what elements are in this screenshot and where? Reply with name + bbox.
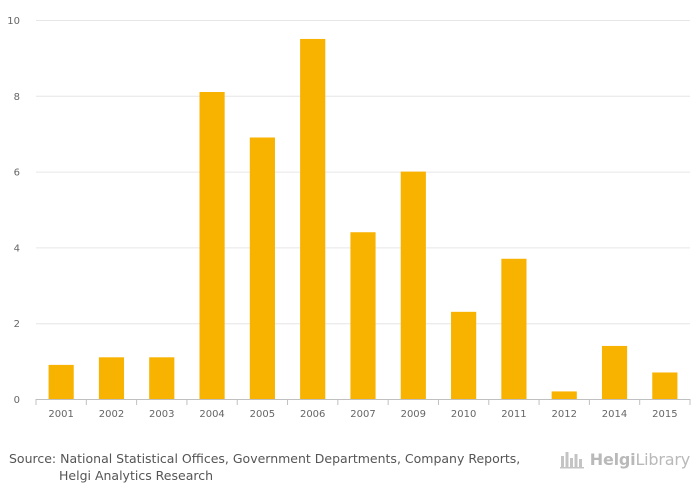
x-tick-label-2006: 2006 [300,409,325,420]
y-axis-tick-labels: 0 2 4 6 8 10 [7,16,20,406]
x-tick-label-2011: 2011 [501,409,526,420]
brand-name-rest: Library [635,449,690,469]
brand-name-strong: Helgi [589,449,636,469]
bar-2011 [501,258,527,399]
x-tick-label-2002: 2002 [99,409,124,420]
y-tick-label-4: 4 [14,243,20,254]
source-note: Source: National Statistical Offices, Go… [9,450,549,484]
bar-2007 [350,232,376,399]
bar-2004 [199,92,225,399]
bar-chart: 0 2 4 6 8 10 2001 2002 2003 2004 2005 2006 2007 2009… [7,16,691,420]
x-tick-label-2005: 2005 [250,409,275,420]
source-line-1: Source: National Statistical Offices, Go… [9,451,521,466]
x-tick-label-2007: 2007 [350,409,375,420]
x-tick-label-2015: 2015 [652,409,677,420]
bar-2001 [48,364,74,399]
x-tick-label-2014: 2014 [602,409,627,420]
source-line-2: Helgi Analytics Research [59,468,214,483]
bar-2010 [451,311,477,399]
brand-name: HelgiLibrary [590,450,690,469]
y-tick-label-0: 0 [14,395,20,406]
x-tick-label-2009: 2009 [401,409,426,420]
helgi-library-logo-icon [559,452,584,469]
y-tick-label-8: 8 [14,92,20,103]
y-tick-label-10: 10 [7,16,20,27]
x-axis-tick-labels: 2001 2002 2003 2004 2005 2006 2007 2009 2010 2011… [48,409,677,420]
bar-2002 [98,357,125,399]
x-tick-label-2012: 2012 [552,409,577,420]
bar-2003 [149,357,175,399]
bar-2006 [300,38,326,399]
helgi-library-brand[interactable]: HelgiLibrary [559,448,690,470]
x-tick-label-2010: 2010 [451,409,476,420]
bar-2015 [652,372,678,399]
gridlines [36,20,690,325]
x-tick-label-2003: 2003 [149,409,174,420]
bars [48,38,678,400]
bar-2012 [551,391,577,399]
y-tick-label-2: 2 [14,319,20,330]
bar-2005 [249,137,275,400]
bar-2014 [601,345,628,399]
x-tick-label-2001: 2001 [48,409,73,420]
x-axis [35,399,691,405]
bar-2009 [400,171,426,399]
y-tick-label-6: 6 [14,168,20,179]
x-tick-label-2004: 2004 [199,409,224,420]
